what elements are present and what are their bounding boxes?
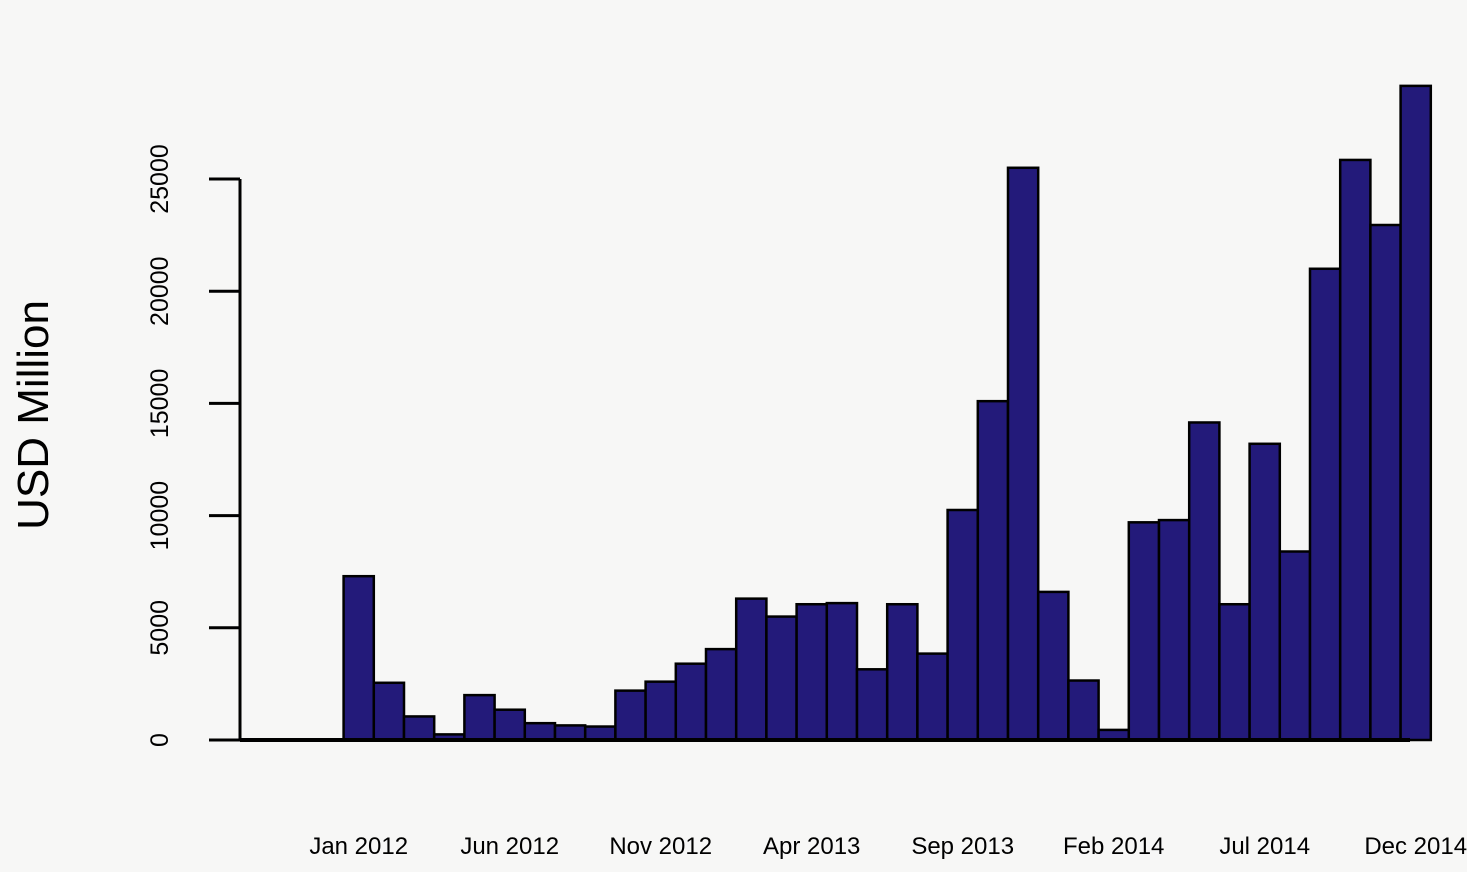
y-axis: 0 5000 10000 15000 20000 25000 bbox=[146, 144, 242, 747]
bar bbox=[1218, 602, 1251, 742]
bar bbox=[1278, 550, 1312, 742]
bar bbox=[765, 615, 798, 742]
bar bbox=[372, 681, 406, 742]
y-tick-label: 15000 bbox=[146, 369, 174, 439]
y-tick-label: 0 bbox=[146, 733, 174, 747]
y-tick-label: 25000 bbox=[146, 144, 174, 214]
bar bbox=[583, 725, 617, 742]
x-tick-label: Jul 2014 bbox=[1219, 833, 1310, 860]
y-tick-label: 5000 bbox=[146, 600, 174, 656]
bar bbox=[1248, 442, 1282, 742]
bar bbox=[523, 721, 557, 742]
bar bbox=[734, 597, 768, 742]
bar bbox=[342, 574, 376, 742]
bar bbox=[553, 724, 587, 742]
bar bbox=[402, 715, 436, 742]
bar bbox=[644, 680, 678, 742]
y-tick-label: 20000 bbox=[146, 256, 174, 326]
bar bbox=[614, 689, 647, 742]
bar bbox=[1338, 158, 1372, 742]
x-tick-label: Nov 2012 bbox=[609, 833, 712, 860]
bar bbox=[825, 601, 859, 742]
bar bbox=[885, 602, 919, 742]
x-tick-label: Jun 2012 bbox=[460, 833, 559, 860]
bar bbox=[1157, 518, 1191, 742]
bar bbox=[855, 668, 889, 742]
x-axis: Jan 2012 Jun 2012 Nov 2012 Apr 2013 Sep 2013… bbox=[240, 738, 1467, 860]
x-tick-label: Feb 2014 bbox=[1063, 833, 1164, 860]
bar bbox=[916, 652, 949, 742]
bar bbox=[704, 647, 738, 742]
bar bbox=[1399, 84, 1433, 742]
bar bbox=[674, 662, 708, 742]
bar bbox=[463, 693, 496, 742]
bars-group bbox=[342, 84, 1433, 742]
bar bbox=[795, 602, 829, 742]
bar bbox=[1067, 679, 1100, 742]
x-tick-label: Apr 2013 bbox=[763, 833, 860, 860]
bar bbox=[1006, 166, 1040, 742]
bar bbox=[1187, 421, 1221, 742]
y-tick-label: 10000 bbox=[146, 481, 174, 551]
bar bbox=[1036, 590, 1070, 742]
bar bbox=[1308, 267, 1342, 742]
bar bbox=[976, 399, 1010, 742]
bar bbox=[946, 508, 980, 742]
x-tick-label: Sep 2013 bbox=[911, 833, 1014, 860]
y-axis-label: USD Million bbox=[9, 300, 58, 530]
x-tick-label: Jan 2012 bbox=[309, 833, 408, 860]
bar bbox=[493, 708, 527, 742]
bar bbox=[1127, 521, 1161, 742]
bar bbox=[1369, 223, 1402, 742]
x-tick-label: Dec 2014 bbox=[1364, 833, 1467, 860]
